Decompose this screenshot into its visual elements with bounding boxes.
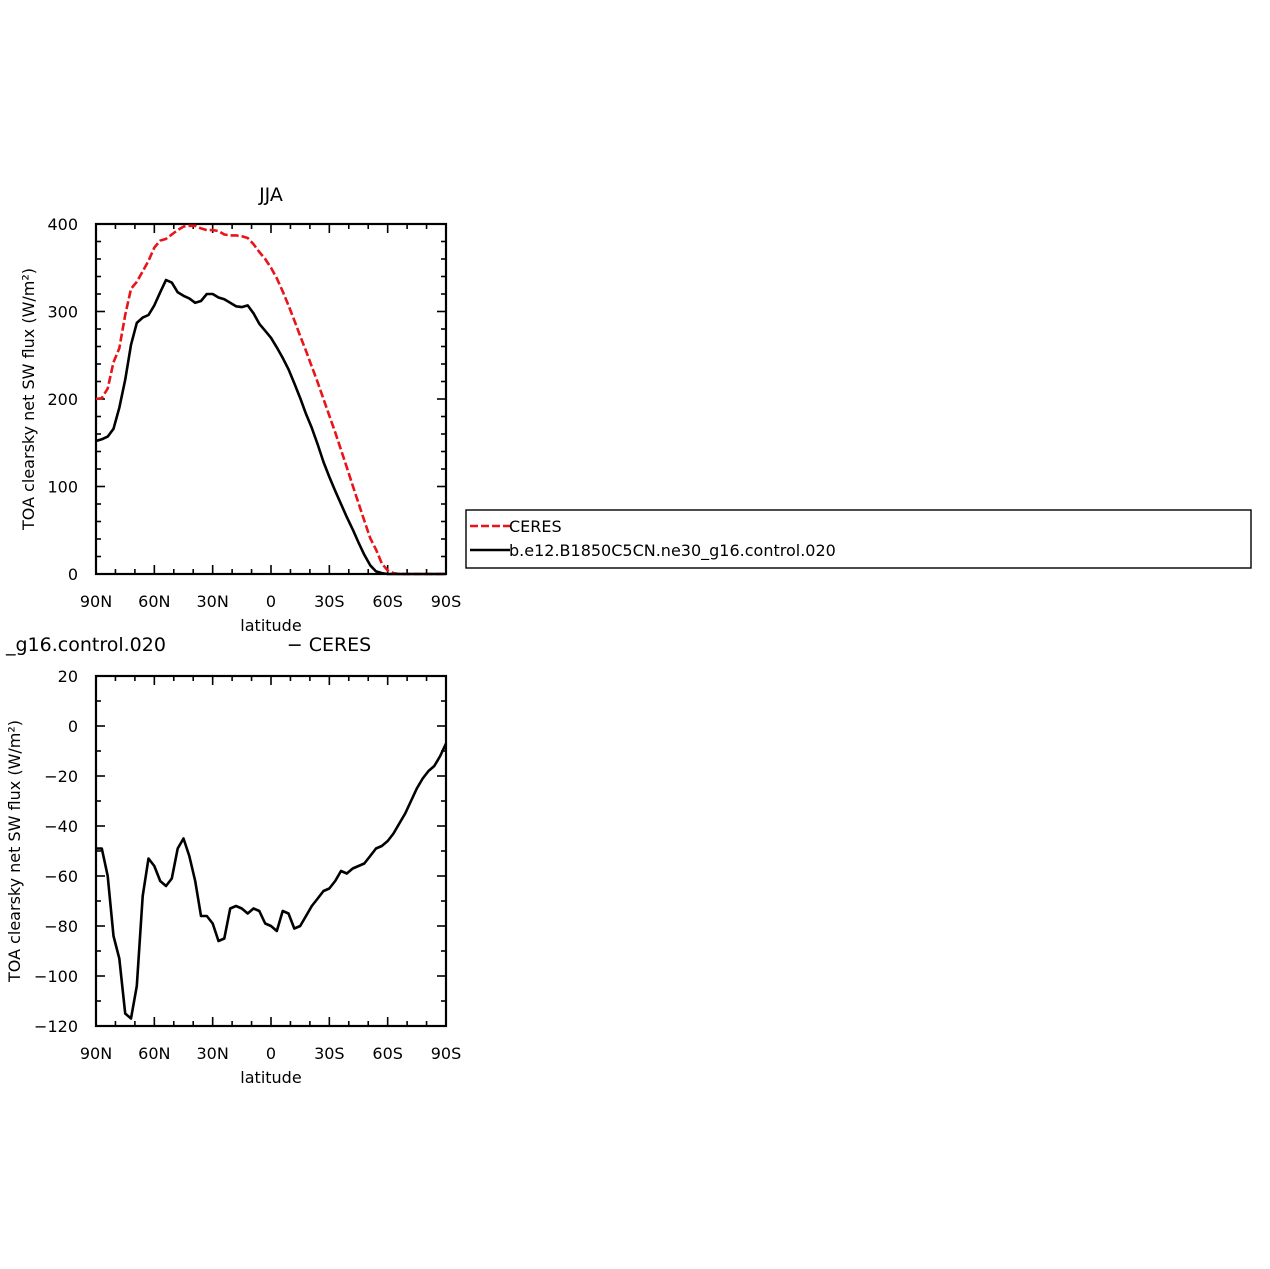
y-axis-label: TOA clearsky net SW flux (W/m²) [5,720,24,983]
x-tick-label: 30S [314,1044,345,1063]
series-line-difference [96,742,448,1020]
x-tick-label: 30N [197,592,229,611]
y-tick-label: 0 [68,565,78,584]
y-tick-label: 400 [47,215,78,234]
y-tick-label: 200 [47,390,78,409]
y-axis-label: TOA clearsky net SW flux (W/m²) [19,268,38,531]
x-tick-label: 90N [80,1044,112,1063]
y-tick-label: 300 [47,303,78,322]
x-tick-label: 60S [372,592,403,611]
y-tick-label: −20 [44,767,78,786]
x-tick-label: 90N [80,592,112,611]
y-tick-label: −120 [34,1017,78,1036]
y-tick-label: 0 [68,717,78,736]
chart-title: JJA [258,184,283,206]
x-axis-label: latitude [240,616,301,635]
x-tick-label: 30N [197,1044,229,1063]
y-tick-label: 100 [47,478,78,497]
x-tick-label: 60N [138,1044,170,1063]
x-tick-label: 60S [372,1044,403,1063]
y-tick-label: −40 [44,817,78,836]
y-tick-label: 20 [58,667,78,686]
x-axis-label: latitude [240,1068,301,1087]
x-tick-label: 0 [266,592,276,611]
chart-title: _g16.control.020 − CERES [5,634,371,656]
x-tick-label: 60N [138,592,170,611]
y-tick-label: −100 [34,967,78,986]
x-tick-label: 90S [431,592,462,611]
series-line-ceres [95,224,446,576]
legend-entry: CERES [509,517,562,536]
y-tick-label: −80 [44,917,78,936]
y-tick-label: −60 [44,867,78,886]
plot-frame-1 [94,674,448,1028]
plot-frame-0 [94,222,448,576]
series-line-b-e12-b1850c5cn-ne30-g16-control-020 [95,278,446,576]
x-tick-label: 90S [431,1044,462,1063]
legend-entry: b.e12.B1850C5CN.ne30_g16.control.020 [509,541,836,561]
x-tick-label: 0 [266,1044,276,1063]
x-tick-label: 30S [314,592,345,611]
legend-box [465,509,1252,569]
